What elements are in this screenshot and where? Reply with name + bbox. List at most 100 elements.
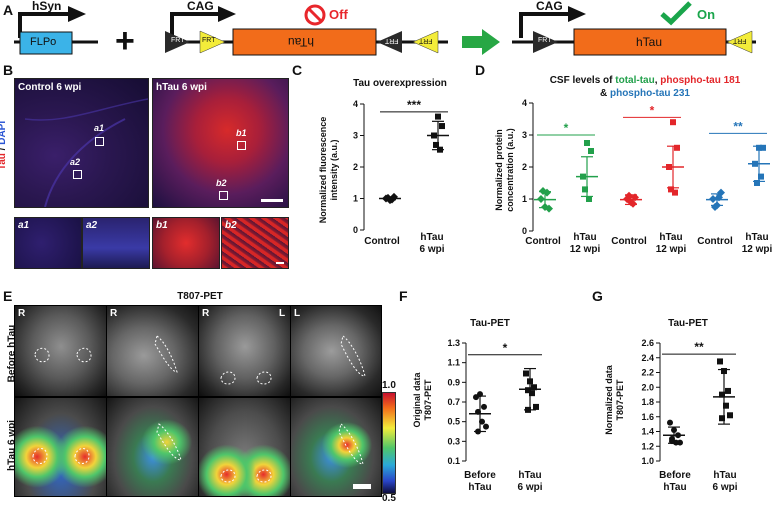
pet-colorbar: [382, 392, 396, 494]
panel-c-label: C: [292, 62, 303, 78]
zoom-b1-image: b1: [152, 217, 220, 269]
zoom-b2-image: b2: [221, 217, 289, 269]
scale-bar-small: [276, 262, 284, 264]
chart-f-title: Tau-PET: [470, 318, 510, 329]
chart-g-cat2a: hTau: [713, 470, 737, 481]
data-point: [545, 204, 553, 213]
data-point: [723, 402, 729, 409]
off-label: Off: [329, 7, 348, 22]
y-tick-label: 0.1: [447, 456, 460, 466]
colorbar-max: 1.0: [382, 380, 396, 391]
zoom-a1-label: a1: [18, 220, 30, 231]
y-tick-label: 0.7: [447, 397, 460, 407]
frt-site: [165, 31, 190, 53]
significance-label: ***: [407, 98, 421, 112]
frt-label-5: FRT: [538, 37, 552, 44]
y-tick-label: 1.6: [641, 412, 654, 422]
chart-f-cat2a: hTau: [518, 470, 542, 481]
zoom-a2-image: a2: [82, 217, 150, 269]
data-point: [582, 186, 588, 193]
chart-d-htau-2: hTau: [659, 232, 683, 243]
htau-inverted-gene: [232, 28, 377, 56]
frt-site: [533, 31, 558, 53]
htau-label: hTau: [636, 35, 663, 49]
data-point: [760, 144, 766, 151]
chart-f-cat1a: Before: [464, 470, 496, 481]
chart-d-ylabel: Normalized protein concentration (a.u.): [494, 110, 516, 230]
data-point: [433, 141, 439, 148]
data-point: [584, 140, 590, 146]
control-title: Control 6 wpi: [18, 82, 82, 93]
roi-a2-box: [73, 170, 82, 179]
data-point: [543, 188, 551, 197]
y-tick-label: 1.4: [641, 427, 654, 437]
plus-sign: +: [115, 22, 135, 60]
promoter-cag-label-2: CAG: [536, 0, 563, 13]
data-point: [758, 173, 764, 180]
y-tick-label: 1.3: [447, 338, 460, 348]
chart-d-htau-3: hTau: [745, 232, 769, 243]
data-point: [588, 148, 594, 154]
zoom-a2-label: a2: [86, 220, 98, 231]
chart-d-wpi-3: 12 wpi: [741, 244, 773, 255]
panel-a-label: A: [3, 2, 14, 18]
promoter-hsyn-label: hSyn: [32, 0, 62, 13]
y-tick-label: 0: [353, 225, 358, 235]
zoom-a1-image: a1: [14, 217, 82, 269]
data-point: [483, 423, 489, 430]
y-tick-label: 2: [353, 162, 358, 172]
control-section-image: Control 6 wpi a1 a2: [14, 78, 149, 208]
pet-htau-coronal-1: [14, 397, 108, 497]
y-tick-label: 0.9: [447, 377, 460, 387]
y-tick-label: 2: [522, 162, 527, 172]
frt-site: [726, 30, 753, 54]
frt-label-4: FRT: [419, 37, 433, 44]
tau-stain-label: Tau: [0, 153, 9, 171]
data-point: [533, 403, 539, 410]
y-tick-label: 1.0: [641, 456, 654, 466]
construct-diagram: [14, 1, 756, 56]
roi-a1-label: a1: [94, 123, 105, 133]
pet-title: T807-PET: [177, 291, 223, 302]
on-label: On: [697, 7, 716, 22]
data-point: [586, 196, 592, 202]
y-tick-label: 1: [522, 194, 527, 204]
roi-b2-label: b2: [216, 178, 227, 188]
data-point: [435, 113, 441, 120]
chart-c-cat2a: hTau: [420, 232, 444, 243]
htau-gene: [573, 28, 727, 56]
scale-bar: [261, 199, 283, 202]
data-point: [719, 391, 725, 398]
y-tick-label: 0.3: [447, 436, 460, 446]
chart-f-ylabel-line2: T807-PET: [423, 379, 433, 421]
y-tick-label: 2.0: [641, 382, 654, 392]
htau-title: hTau 6 wpi: [156, 82, 207, 93]
chart-d-control-1: Control: [525, 236, 561, 247]
mri-r-label-2: R: [110, 308, 118, 319]
chart-d-title-line1: CSF levels of total-tau, phospho-tau 181: [510, 75, 780, 86]
data-point: [531, 384, 537, 391]
frt-site: [199, 30, 226, 54]
chart-d-title-p181: phospho-tau 181: [660, 75, 741, 86]
frt-site: [377, 31, 402, 53]
chart-g-cat1a: Before: [659, 470, 691, 481]
y-tick-label: 2.4: [641, 353, 654, 363]
chart-c-plot: 0 1 2 3 4 ***: [353, 98, 449, 235]
roi-a2-label: a2: [70, 157, 81, 167]
zoom-b1-label: b1: [156, 220, 168, 231]
y-tick-label: 1.1: [447, 358, 460, 368]
promoter-cag-label: CAG: [187, 0, 214, 13]
pet-htau-sagittal-2: [290, 397, 382, 497]
chart-d-ylabel-line1: Normalized protein: [494, 129, 504, 211]
chart-d-title-amp: &: [599, 88, 610, 99]
chart-g-cat1b: hTau: [663, 482, 687, 493]
data-point: [719, 415, 725, 422]
frt-label-1: FRT: [171, 37, 185, 44]
chart-f-cat2b: 6 wpi: [517, 482, 543, 493]
mri-before-sagittal-2: L: [290, 305, 382, 397]
chart-g-ylabel-line2: T807-PET: [615, 379, 625, 421]
data-point: [529, 390, 535, 397]
mri-r-label-3: R: [202, 308, 210, 319]
chart-d-title-p231: phospho-tau 231: [609, 88, 690, 99]
stain-legend: Tau / DAPI: [0, 121, 8, 170]
